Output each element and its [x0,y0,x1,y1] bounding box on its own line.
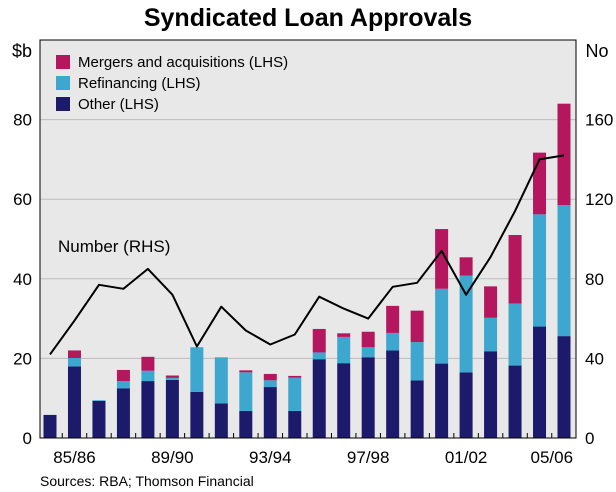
bar-mergers-and-acquisitions-88-89 [141,356,155,371]
right-axis-labels: 0 40 80 120 160 [585,111,613,448]
bar-mergers-and-acquisitions-01-02 [459,257,473,276]
bar-mergers-and-acquisitions-00-01 [435,229,449,289]
x-axis-ticks [61,433,553,438]
legend-label-refinancing: Refinancing (LHS) [78,75,201,92]
right-tick-label: 120 [585,190,613,209]
bar-other-00-01 [435,363,449,438]
bar-refinancing-05-06 [557,205,571,337]
bar-mergers-and-acquisitions-96-97 [337,333,351,337]
bars [43,103,571,438]
bar-mergers-and-acquisitions-93-94 [263,373,277,381]
bar-mergers-and-acquisitions-97-98 [361,331,375,348]
bar-other-89-90 [165,379,179,438]
bar-refinancing-99-00 [410,342,424,381]
bar-other-97-98 [361,357,375,438]
bar-refinancing-03-04 [508,303,522,366]
legend-swatch-refinancing [56,76,70,90]
legend-swatch-mergers [56,55,70,69]
bar-other-93-94 [263,387,277,438]
bar-refinancing-94-95 [288,377,302,411]
left-axis-labels: 0 20 40 60 80 [13,111,32,448]
x-tick-label: 89/90 [151,448,194,467]
x-tick-label: 97/98 [347,448,390,467]
number-line [49,154,565,355]
left-tick-label: 0 [23,429,32,448]
bar-refinancing-88-89 [141,370,155,382]
legend: Mergers and acquisitions (LHS) Refinanci… [56,54,288,113]
bar-refinancing-02-03 [484,317,498,352]
right-tick-label: 80 [585,270,604,289]
right-axis-unit: No [585,41,608,61]
bar-other-86-87 [92,400,106,438]
bar-other-90-91 [190,391,204,438]
bar-mergers-and-acquisitions-98-99 [386,305,400,333]
legend-label-other: Other (LHS) [78,96,159,113]
bar-other-87-88 [116,388,130,438]
bar-refinancing-87-88 [116,381,130,389]
bar-other-96-97 [337,363,351,438]
bar-other-94-95 [288,410,302,438]
bar-other-84-85 [43,414,57,438]
left-tick-label: 20 [13,349,32,368]
bar-other-01-02 [459,372,473,438]
bar-other-85-86 [67,366,81,438]
plot-border [39,39,577,439]
bar-refinancing-91-92 [214,358,228,404]
bar-refinancing-90-91 [190,347,204,392]
bar-refinancing-97-98 [361,347,375,358]
bar-mergers-and-acquisitions-05-06 [557,103,571,206]
bar-other-95-96 [312,359,326,438]
chart-title: Syndicated Loan Approvals [144,4,472,32]
x-tick-label: 85/86 [53,448,96,467]
x-tick-label: 05/06 [530,448,573,467]
x-axis-labels: 85/86 89/90 93/94 97/98 01/02 05/06 [53,448,573,467]
legend-label-mergers: Mergers and acquisitions (LHS) [78,54,288,71]
bar-mergers-and-acquisitions-87-88 [116,369,130,382]
left-axis-unit: $b [12,41,32,61]
bar-other-02-03 [484,351,498,438]
left-tick-label: 60 [13,190,32,209]
left-tick-label: 40 [13,270,32,289]
bar-refinancing-00-01 [435,288,449,364]
right-tick-label: 0 [585,429,594,448]
right-tick-label: 40 [585,349,604,368]
left-tick-label: 80 [13,111,32,130]
bar-mergers-and-acquisitions-99-00 [410,310,424,343]
source-note: Sources: RBA; Thomson Financial [40,473,254,489]
bar-refinancing-04-05 [533,214,547,327]
bar-refinancing-92-93 [239,372,253,411]
bar-mergers-and-acquisitions-02-03 [484,286,498,318]
bar-refinancing-96-97 [337,336,351,364]
bar-other-91-92 [214,403,228,438]
right-tick-label: 160 [585,111,613,130]
bar-refinancing-93-94 [263,380,277,388]
bar-other-88-89 [141,381,155,438]
x-tick-label: 01/02 [445,448,488,467]
bar-other-04-05 [533,326,547,438]
bar-mergers-and-acquisitions-03-04 [508,235,522,304]
bar-other-99-00 [410,380,424,438]
bar-refinancing-01-02 [459,275,473,373]
number-line-label: Number (RHS) [58,237,170,256]
bar-refinancing-85-86 [67,358,81,367]
bar-refinancing-89-90 [165,377,179,380]
bar-mergers-and-acquisitions-95-96 [312,328,326,353]
bar-other-03-04 [508,365,522,438]
bar-mergers-and-acquisitions-94-95 [288,375,302,378]
bar-other-92-93 [239,410,253,438]
bar-refinancing-98-99 [386,332,400,351]
bar-mergers-and-acquisitions-85-86 [67,350,81,359]
x-tick-label: 93/94 [249,448,292,467]
legend-swatch-other [56,97,70,111]
bar-other-98-99 [386,350,400,438]
bar-other-05-06 [557,336,571,438]
bar-refinancing-95-96 [312,352,326,360]
bar-mergers-and-acquisitions-89-90 [165,375,179,378]
bar-mergers-and-acquisitions-04-05 [533,152,547,215]
bar-refinancing-86-87 [92,400,106,401]
bar-mergers-and-acquisitions-92-93 [239,370,253,373]
